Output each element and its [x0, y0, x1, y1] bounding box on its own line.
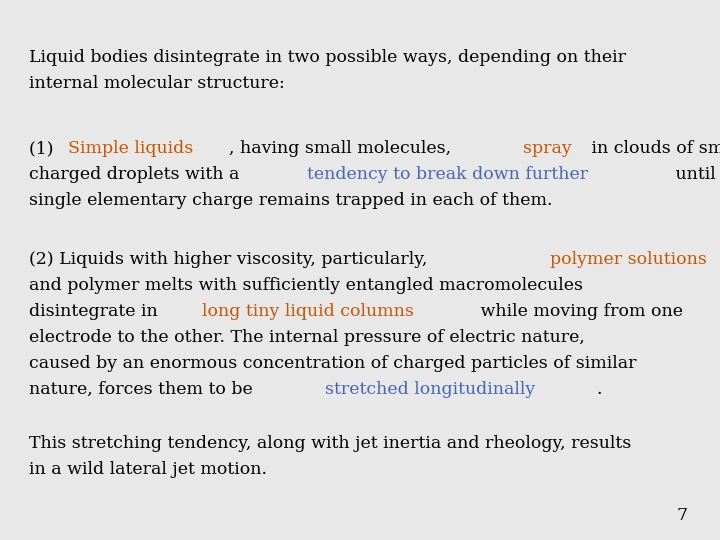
Text: disintegrate in: disintegrate in	[29, 303, 163, 320]
Text: stretched longitudinally: stretched longitudinally	[325, 381, 535, 397]
Text: and polymer melts with sufficiently entangled macromolecules: and polymer melts with sufficiently enta…	[29, 277, 582, 294]
Text: charged droplets with a: charged droplets with a	[29, 166, 245, 183]
Text: tendency to break down further: tendency to break down further	[307, 166, 588, 183]
Text: (2) Liquids with higher viscosity, particularly,: (2) Liquids with higher viscosity, parti…	[29, 251, 433, 268]
Text: spray: spray	[523, 140, 572, 157]
Text: (1): (1)	[29, 140, 59, 157]
Text: Liquid bodies disintegrate in two possible ways, depending on their: Liquid bodies disintegrate in two possib…	[29, 49, 626, 65]
Text: internal molecular structure:: internal molecular structure:	[29, 75, 284, 91]
Text: .: .	[596, 381, 601, 397]
Text: in clouds of small: in clouds of small	[586, 140, 720, 157]
Text: Simple liquids: Simple liquids	[68, 140, 193, 157]
Text: in a wild lateral jet motion.: in a wild lateral jet motion.	[29, 461, 267, 477]
Text: while moving from one: while moving from one	[475, 303, 683, 320]
Text: polymer solutions: polymer solutions	[550, 251, 707, 268]
Text: caused by an enormous concentration of charged particles of similar: caused by an enormous concentration of c…	[29, 355, 636, 372]
Text: This stretching tendency, along with jet inertia and rheology, results: This stretching tendency, along with jet…	[29, 435, 631, 451]
Text: electrode to the other. The internal pressure of electric nature,: electrode to the other. The internal pre…	[29, 329, 585, 346]
Text: , having small molecules,: , having small molecules,	[229, 140, 456, 157]
Text: until one: until one	[670, 166, 720, 183]
Text: 7: 7	[677, 507, 688, 524]
Text: long tiny liquid columns: long tiny liquid columns	[202, 303, 414, 320]
Text: nature, forces them to be: nature, forces them to be	[29, 381, 258, 397]
Text: single elementary charge remains trapped in each of them.: single elementary charge remains trapped…	[29, 192, 552, 209]
